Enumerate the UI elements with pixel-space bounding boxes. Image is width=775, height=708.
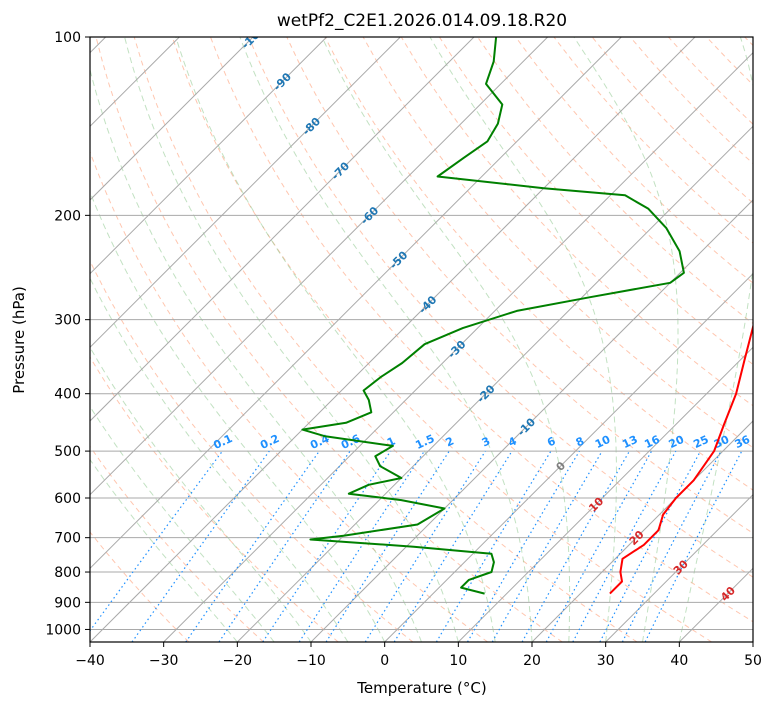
mixing-ratio-label: 20 bbox=[667, 433, 687, 451]
y-axis-label: Pressure (hPa) bbox=[10, 286, 28, 394]
dry-adiabat bbox=[248, 37, 753, 578]
isotherm bbox=[90, 37, 549, 496]
profile-lines bbox=[301, 37, 753, 595]
x-tick-label: 40 bbox=[670, 653, 688, 669]
isotherm bbox=[605, 493, 753, 642]
y-tick-label: 800 bbox=[54, 565, 81, 581]
mixing-ratio-line bbox=[218, 450, 351, 642]
moist-adiabat bbox=[90, 67, 422, 642]
mixing-ratio-line bbox=[466, 450, 580, 642]
moist-adiabat bbox=[429, 37, 617, 642]
dry-adiabat bbox=[515, 37, 753, 284]
isotherm bbox=[90, 37, 696, 642]
background-lines bbox=[90, 37, 753, 642]
mixing-ratio-line bbox=[599, 450, 702, 642]
x-tick-label: −20 bbox=[223, 653, 253, 669]
dry-adiabat bbox=[95, 37, 563, 642]
mixing-ratio-line bbox=[364, 450, 486, 642]
y-tick-label: 100 bbox=[54, 30, 81, 46]
mixing-ratio-line bbox=[435, 450, 552, 642]
mixing-ratio-label: 25 bbox=[691, 433, 710, 451]
isotherm bbox=[384, 272, 753, 642]
moist-adiabat bbox=[321, 37, 571, 642]
dry-adiabat bbox=[90, 531, 190, 642]
y-tick-label: 600 bbox=[54, 491, 81, 507]
isotherm bbox=[310, 199, 753, 642]
dewpoint-line bbox=[301, 37, 685, 595]
isotherm bbox=[90, 37, 622, 570]
moist-adiabat bbox=[90, 405, 275, 642]
mixing-ratio-line bbox=[572, 450, 677, 642]
mixing-ratio-line bbox=[262, 450, 392, 642]
moist-adiabat bbox=[678, 37, 753, 642]
moist-adiabat bbox=[175, 37, 496, 642]
axes: −40 −30 −20 −10 0 10 20 30 40 50 100 200 300 400 500 60… bbox=[45, 30, 762, 669]
x-tick-label: −30 bbox=[149, 653, 179, 669]
temperature-line bbox=[609, 323, 753, 595]
y-tick-label: 200 bbox=[54, 208, 81, 224]
x-axis-label: Temperature (°C) bbox=[356, 679, 486, 697]
mixing-ratio-line bbox=[298, 450, 425, 642]
moist-adiabat bbox=[90, 277, 349, 642]
x-tick-label: 20 bbox=[523, 653, 541, 669]
dry-adiabat bbox=[90, 150, 488, 642]
isotherm bbox=[90, 37, 401, 349]
y-tick-label: 400 bbox=[54, 387, 81, 403]
isotherm bbox=[90, 37, 475, 422]
x-tick-label: 50 bbox=[744, 653, 762, 669]
dry-adiabat bbox=[171, 37, 712, 642]
mixing-ratio-line bbox=[393, 450, 513, 642]
isotherm bbox=[531, 420, 753, 642]
moist-adiabat bbox=[90, 190, 386, 642]
plot-frame bbox=[89, 36, 754, 643]
isotherm bbox=[457, 346, 753, 642]
isotherm bbox=[90, 37, 254, 201]
isotherm bbox=[163, 51, 753, 642]
moist-adiabat bbox=[573, 37, 679, 642]
dry-adiabat bbox=[400, 37, 753, 407]
moist-adiabat bbox=[124, 37, 459, 642]
dry-adiabat bbox=[133, 37, 638, 642]
x-tick-label: 10 bbox=[449, 653, 467, 669]
y-tick-label: 500 bbox=[54, 444, 81, 460]
x-tick-label: −10 bbox=[296, 653, 326, 669]
x-tick-label: 30 bbox=[597, 653, 615, 669]
chart-title: wetPf2_C2E1.2026.014.09.18.R20 bbox=[277, 11, 567, 31]
dry-adiabat bbox=[210, 37, 753, 623]
mixing-ratio-line bbox=[325, 450, 450, 642]
y-tick-label: 700 bbox=[54, 531, 81, 547]
x-tick-label: −40 bbox=[75, 653, 105, 669]
x-tick-label: 0 bbox=[380, 653, 389, 669]
isotherm bbox=[90, 37, 328, 275]
dry-adiabat bbox=[90, 445, 264, 642]
y-tick-label: 1000 bbox=[45, 622, 81, 638]
mixing-ratio-label: 36 bbox=[733, 433, 753, 451]
moist-adiabat bbox=[90, 458, 238, 642]
mixing-ratio-label: 10 bbox=[593, 433, 613, 451]
mixing-ratio-label: 16 bbox=[642, 433, 662, 451]
mixing-ratio-line bbox=[185, 450, 320, 642]
moist-adiabat bbox=[239, 37, 533, 642]
mixing-ratio-label: 13 bbox=[620, 433, 639, 451]
dry-adiabat bbox=[438, 37, 753, 366]
y-tick-label: 300 bbox=[54, 313, 81, 329]
y-tick-label: 900 bbox=[54, 595, 81, 611]
